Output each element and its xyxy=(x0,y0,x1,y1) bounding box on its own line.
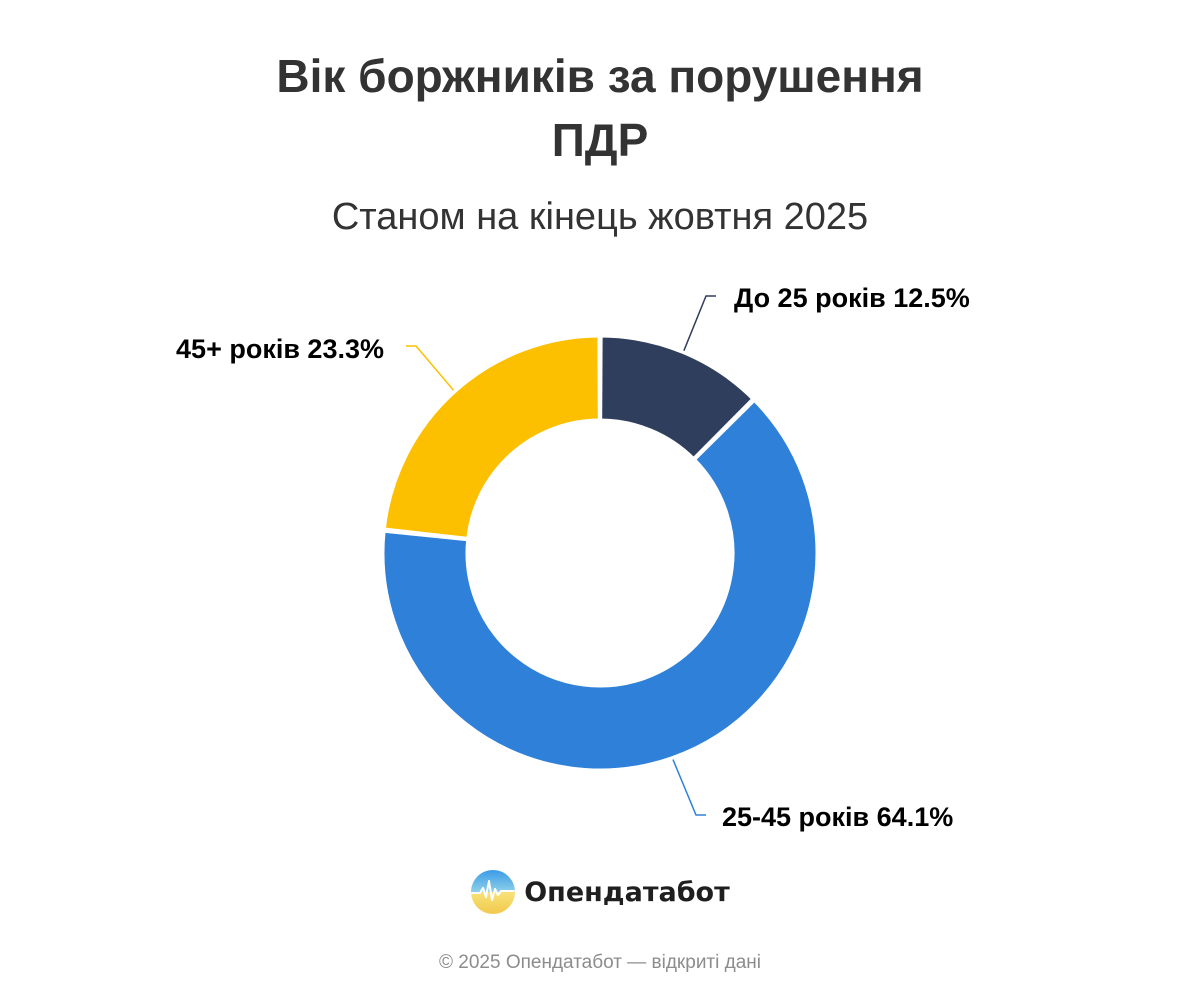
opendatabot-logo-icon xyxy=(471,870,516,914)
donut-slice-3 xyxy=(382,334,601,540)
donut-slice-1 xyxy=(599,334,755,461)
chart-subtitle: Станом на кінець жовтня 2025 xyxy=(331,196,869,238)
donut-slices xyxy=(381,334,819,772)
leader-line-2 xyxy=(672,759,706,816)
chart-title-line-1: Вік боржників за порушення xyxy=(276,50,924,102)
donut-leader-lines xyxy=(406,295,716,816)
donut-slice-2 xyxy=(381,398,819,772)
donut-labels: До 25 років 12.5% 25-45 років 64.1% 45+ ро… xyxy=(176,283,970,832)
chart-title-line-2: ПДР xyxy=(551,114,649,166)
chart-title: Вік боржників за порушення ПДР xyxy=(0,44,1200,172)
leader-line-1 xyxy=(683,295,716,351)
slice-label-3: 45+ років 23.3% xyxy=(176,334,384,364)
slice-label-2: 25-45 років 64.1% xyxy=(722,802,953,832)
slice-label-1: До 25 років 12.5% xyxy=(734,283,970,313)
leader-line-3 xyxy=(406,345,455,391)
brand-name: Опендатабот xyxy=(524,876,730,908)
footer-copyright: © 2025 Опендатабот — відкриті дані xyxy=(439,952,761,973)
brand: Опендатабот xyxy=(0,868,1200,916)
